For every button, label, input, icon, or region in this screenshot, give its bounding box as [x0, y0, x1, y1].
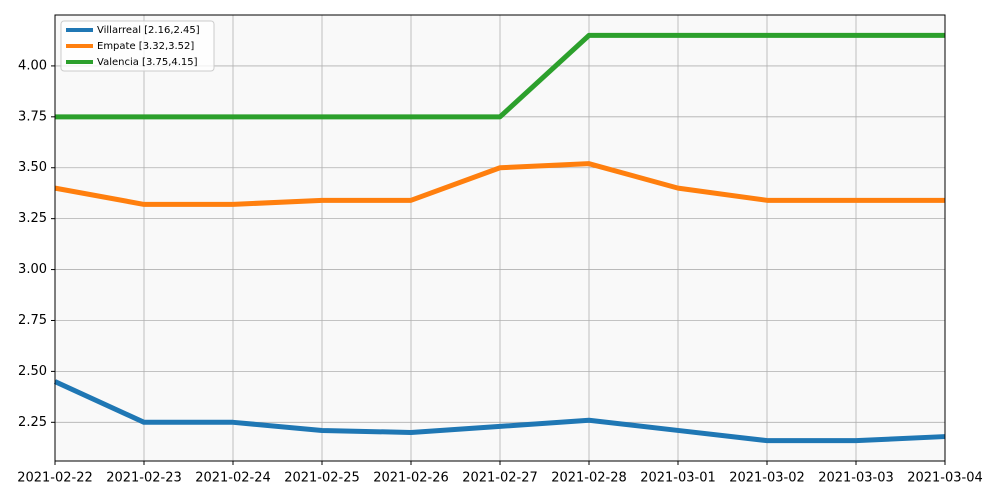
line [55, 32, 945, 120]
y-tick-label: 3.00 [18, 262, 47, 277]
y-tick-label: 2.50 [18, 364, 47, 379]
y-tick-label: 3.25 [18, 211, 47, 226]
legend-label: Empate [3.32,3.52] [97, 41, 194, 52]
x-tick-label: 2021-02-26 [373, 471, 449, 486]
x-tick-label: 2021-02-28 [551, 471, 627, 486]
y-tick-label: 3.50 [18, 160, 47, 175]
y-tick-label: 3.75 [18, 109, 47, 124]
x-tick-label: 2021-03-01 [640, 471, 716, 486]
x-tick-label: 2021-02-23 [106, 471, 182, 486]
legend-label: Villarreal [2.16,2.45] [97, 25, 200, 36]
y-tick-label: 4.00 [18, 58, 47, 73]
y-tick-label: 2.25 [18, 415, 47, 430]
plot-frame [54, 14, 946, 462]
x-tick-label: 2021-02-25 [284, 471, 360, 486]
legend: Villarreal [2.16,2.45] Empate [3.32,3.52]… [60, 20, 215, 72]
x-tick-label: 2021-02-22 [17, 471, 93, 486]
legend-label: Valencia [3.75,4.15] [97, 57, 198, 68]
x-tick-label: 2021-02-24 [195, 471, 271, 486]
x-tick-label: 2021-03-04 [907, 471, 983, 486]
x-tick-label: 2021-02-27 [462, 471, 538, 486]
line [53, 379, 946, 444]
x-tick-label: 2021-03-02 [729, 471, 805, 486]
legend-box [60, 20, 215, 72]
x-tick-label: 2021-03-03 [818, 471, 894, 486]
line [54, 161, 945, 207]
y-tick-label: 2.75 [18, 313, 47, 328]
